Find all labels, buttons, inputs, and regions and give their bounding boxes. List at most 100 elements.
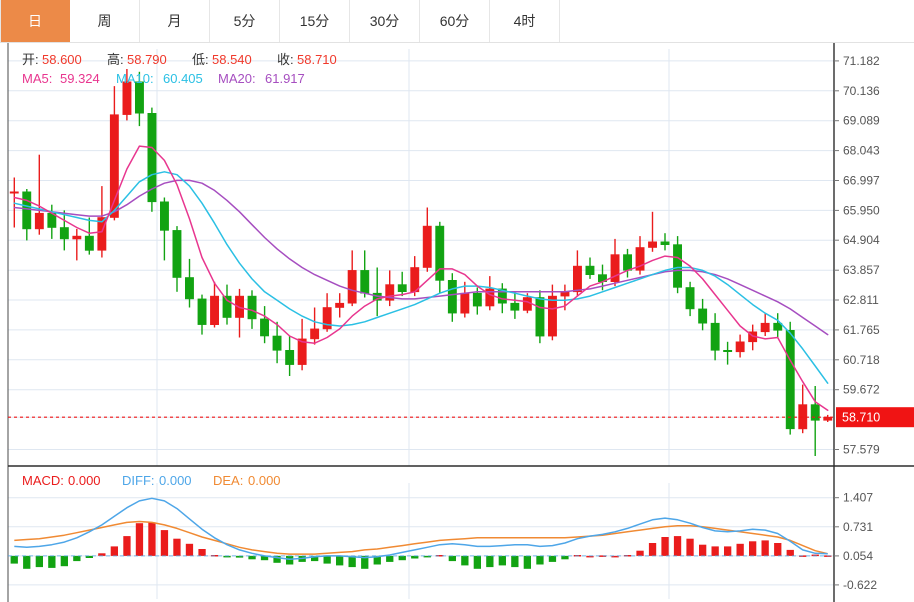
candle-body[interactable] xyxy=(59,227,69,240)
tab-label: 60分 xyxy=(439,13,470,29)
candle-body[interactable] xyxy=(185,277,194,300)
ma20-legend-value: 61.917 xyxy=(265,71,305,86)
candle-body[interactable] xyxy=(435,225,445,281)
tab-label: 周 xyxy=(97,13,112,29)
candle-body[interactable] xyxy=(685,287,695,310)
candle-body[interactable] xyxy=(135,81,144,114)
price-panel-background xyxy=(8,49,834,466)
macd-bar xyxy=(23,555,31,569)
candle-body[interactable] xyxy=(660,241,670,246)
candle-body[interactable] xyxy=(147,113,157,203)
macd-bar xyxy=(135,523,144,556)
candle-body[interactable] xyxy=(472,292,482,307)
candle-body[interactable] xyxy=(335,302,345,308)
candle-body[interactable] xyxy=(735,341,745,353)
candle-body[interactable] xyxy=(297,338,307,365)
candle-body[interactable] xyxy=(698,308,708,324)
candle-body[interactable] xyxy=(347,270,357,304)
candle-body[interactable] xyxy=(160,201,169,231)
candle-body[interactable] xyxy=(72,235,82,240)
last-price-badge-label: 58.710 xyxy=(842,411,880,425)
candle-body[interactable] xyxy=(585,265,595,276)
tab-label: 日 xyxy=(28,13,42,29)
ma20-legend-label: MA20: xyxy=(218,71,256,86)
candle-body[interactable] xyxy=(260,318,269,337)
candle-body[interactable] xyxy=(322,307,332,330)
candle-body[interactable] xyxy=(485,288,495,307)
diff-legend-label: DIFF: xyxy=(122,473,155,488)
candle-body[interactable] xyxy=(22,191,32,230)
candle-body[interactable] xyxy=(785,329,795,430)
candle-body[interactable] xyxy=(109,114,119,218)
chart-container[interactable]: 58.710 71.182 70.136 69.089 68.043 66.997 65.9… xyxy=(0,43,914,602)
candle-body[interactable] xyxy=(247,295,257,320)
candle-body[interactable] xyxy=(460,292,470,314)
candle-body[interactable] xyxy=(497,288,507,304)
macd-bar xyxy=(323,555,331,564)
tab-label: 4时 xyxy=(513,13,536,29)
macd-bar xyxy=(348,555,356,568)
candle-body[interactable] xyxy=(547,295,557,337)
candle-body[interactable] xyxy=(422,225,432,268)
macd-bar xyxy=(73,555,81,562)
macd-bar xyxy=(85,555,93,558)
candle-body[interactable] xyxy=(710,322,720,351)
macd-bar xyxy=(311,555,319,562)
candle-body[interactable] xyxy=(623,254,633,271)
candle-body[interactable] xyxy=(172,230,182,278)
candle-body[interactable] xyxy=(272,335,282,351)
macd-bar xyxy=(498,555,506,566)
candle-body[interactable] xyxy=(397,284,407,293)
tab-60min[interactable]: 60分 xyxy=(420,0,490,42)
macd-bar xyxy=(411,555,419,559)
tab-5min[interactable]: 5分 xyxy=(210,0,280,42)
tab-day[interactable]: 日 xyxy=(0,0,70,42)
tab-week[interactable]: 周 xyxy=(70,0,140,42)
macd-bar xyxy=(160,530,169,556)
candle-body[interactable] xyxy=(635,247,645,271)
candle-body[interactable] xyxy=(447,280,457,314)
candle-body[interactable] xyxy=(34,212,44,230)
candle-body[interactable] xyxy=(760,322,770,333)
candle-body[interactable] xyxy=(285,349,295,365)
candle-body[interactable] xyxy=(360,270,370,294)
candle-body[interactable] xyxy=(310,328,320,340)
candle-body[interactable] xyxy=(610,254,620,283)
candle-body[interactable] xyxy=(197,298,207,325)
macd-bar xyxy=(786,549,794,556)
candle-body[interactable] xyxy=(810,404,820,421)
price-tick-label: 59.672 xyxy=(843,383,880,397)
candle-body[interactable] xyxy=(648,241,658,248)
candle-body[interactable] xyxy=(210,295,219,326)
last-price-badge xyxy=(836,407,914,428)
candle-body[interactable] xyxy=(122,81,132,115)
candle-body[interactable] xyxy=(535,297,545,337)
ma5-legend-label: MA5: xyxy=(22,71,52,86)
ohlc-high-value: 58.790 xyxy=(127,52,167,67)
macd-bar xyxy=(699,544,707,556)
candle-body[interactable] xyxy=(385,284,395,301)
macd-bar xyxy=(511,555,519,568)
candle-body[interactable] xyxy=(222,295,232,318)
tab-15min[interactable]: 15分 xyxy=(280,0,350,42)
candle-body[interactable] xyxy=(673,244,683,288)
candle-body[interactable] xyxy=(84,235,94,251)
candle-body[interactable] xyxy=(97,217,107,251)
candle-body[interactable] xyxy=(510,302,520,311)
price-tick-label: 63.857 xyxy=(843,263,880,277)
dea-legend-value: 0.000 xyxy=(248,473,281,488)
candlestick-chart[interactable]: 58.710 71.182 70.136 69.089 68.043 66.997 65.9… xyxy=(0,43,914,602)
tab-30min[interactable]: 30分 xyxy=(350,0,420,42)
candle-body[interactable] xyxy=(723,349,733,352)
candle-body[interactable] xyxy=(522,297,532,311)
price-tick-label: 60.718 xyxy=(843,353,880,367)
macd-bar xyxy=(536,555,544,565)
tab-month[interactable]: 月 xyxy=(140,0,210,42)
candle-body[interactable] xyxy=(9,191,19,194)
candle-body[interactable] xyxy=(773,322,783,331)
candle-body[interactable] xyxy=(823,416,833,421)
macd-bar xyxy=(223,555,231,558)
macd-bar xyxy=(448,555,456,562)
candle-body[interactable] xyxy=(572,265,582,293)
tab-4hour[interactable]: 4时 xyxy=(490,0,560,42)
